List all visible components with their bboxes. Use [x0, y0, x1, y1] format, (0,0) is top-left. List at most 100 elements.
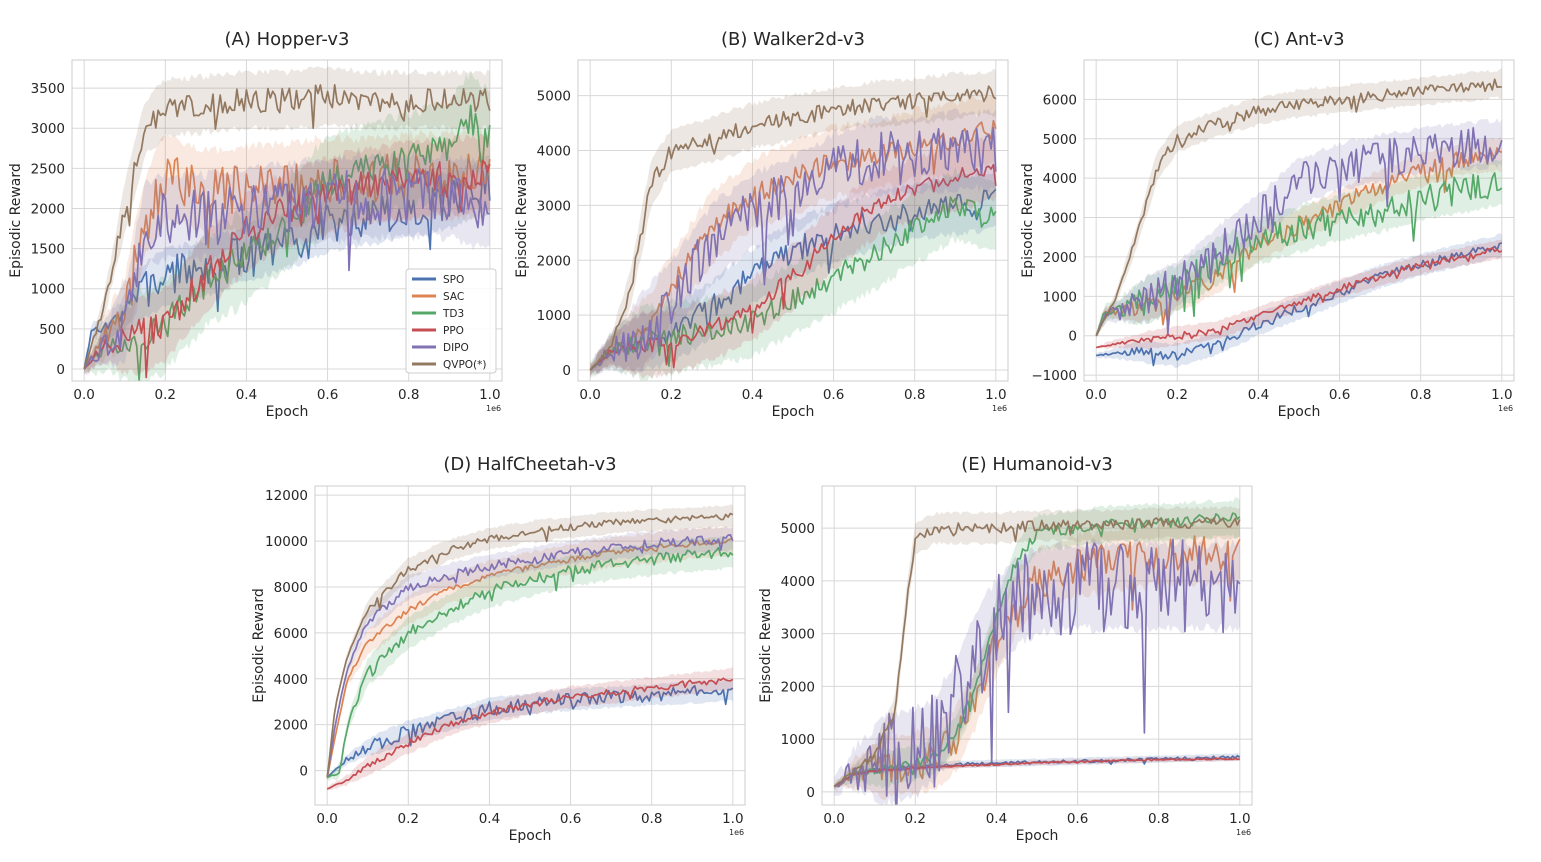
x-tick-label: 0.2 [398, 811, 419, 827]
x-tick-label: 0.6 [317, 387, 338, 403]
series-line-sac [1095, 146, 1503, 336]
legend: SPO SAC TD3 PPO DIPO QVPO(*) [405, 268, 497, 374]
y-tick-label: 0 [299, 764, 308, 780]
x-tick-label: 0.0 [316, 811, 337, 827]
x-tick-label: 0.2 [905, 811, 926, 827]
x-tick-label: 0.2 [661, 387, 682, 403]
x-tick-label: 0.6 [1329, 387, 1350, 403]
plot-frame [577, 59, 1009, 382]
y-tick-label: 2500 [31, 161, 65, 177]
x-tick-label: 0.6 [1067, 811, 1088, 827]
x-scale-label: 1e6 [729, 828, 744, 837]
plot-frame [71, 59, 503, 382]
grid [72, 60, 502, 381]
plot-frame [314, 485, 746, 806]
x-tick-label: 0.2 [155, 387, 176, 403]
x-tick-label: 0.0 [73, 387, 94, 403]
band-qvpo [84, 66, 490, 370]
y-tick-label: 5000 [537, 89, 571, 105]
series-line-ppo [83, 159, 491, 379]
y-tick-label: 6000 [1043, 92, 1077, 108]
x-tick-label: 0.8 [904, 387, 925, 403]
band-dipo [327, 526, 733, 779]
y-tick-label: 1000 [781, 732, 815, 748]
x-axis-label: Epoch [509, 828, 552, 844]
y-tick-label: 0 [806, 785, 815, 801]
y-tick-label: 3000 [31, 121, 65, 137]
series-line-qvpo [589, 85, 997, 371]
x-tick-label: 0.4 [479, 811, 500, 827]
x-scale-label: 1e6 [486, 404, 501, 413]
y-tick-label: 3000 [537, 198, 571, 214]
x-tick-label: 0.2 [1167, 387, 1188, 403]
series-line-ppo [326, 677, 734, 790]
x-tick-label: 0.6 [560, 811, 581, 827]
series-group [326, 504, 734, 791]
panel-halfcheetah: 0.0 0.2 0.4 0.6 0.8 1.0 0 2000 4000 6000 8000 10000… [251, 454, 746, 844]
band-qvpo [590, 69, 996, 374]
y-tick-label: 1000 [1043, 289, 1077, 305]
x-axis-label: Epoch [266, 404, 309, 420]
series-line-qvpo [833, 516, 1241, 788]
plot-frame [1083, 59, 1515, 382]
series-line-dipo [326, 534, 734, 778]
y-tick-label: 4000 [274, 672, 308, 688]
band-sac [590, 93, 996, 379]
y-axis-label: Episodic Reward [8, 163, 24, 278]
plot-title: (C) Ant-v3 [1253, 29, 1344, 50]
x-tick-label: 0.0 [1085, 387, 1106, 403]
x-scale-label: 1e6 [1236, 828, 1251, 837]
series-line-spo [326, 684, 734, 779]
y-tick-label: 3000 [781, 627, 815, 643]
x-tick-label: 0.4 [1248, 387, 1269, 403]
series-line-ppo [589, 163, 997, 371]
x-tick-label: 0.4 [986, 811, 1007, 827]
y-axis-label: Episodic Reward [758, 588, 774, 703]
x-axis-label: Epoch [1016, 828, 1059, 844]
band-ppo [1096, 239, 1502, 350]
band-qvpo [834, 505, 1240, 790]
y-tick-label: −1000 [1031, 368, 1077, 384]
series-group [1095, 68, 1503, 368]
y-tick-label: 12000 [265, 488, 308, 504]
band-dipo [590, 108, 996, 378]
plot-title: (E) Humanoid-v3 [961, 454, 1113, 475]
y-tick-label: 1000 [537, 308, 571, 324]
band-td3 [327, 535, 733, 781]
y-tick-label: 3500 [31, 81, 65, 97]
y-tick-label: 10000 [265, 534, 308, 550]
band-spo [327, 679, 733, 780]
y-axis-label: Episodic Reward [514, 163, 530, 278]
series-line-sac [589, 119, 997, 371]
y-tick-label: 4000 [781, 574, 815, 590]
y-tick-label: 2000 [274, 718, 308, 734]
y-axis-label: Episodic Reward [1020, 163, 1036, 278]
y-tick-label: 3000 [1043, 211, 1077, 227]
x-tick-label: 1.0 [722, 811, 743, 827]
y-tick-label: 2000 [31, 201, 65, 217]
series-line-td3 [326, 546, 734, 779]
y-tick-label: 500 [39, 322, 65, 338]
plot-frame [821, 485, 1253, 806]
y-tick-label: 4000 [1043, 171, 1077, 187]
band-qvpo [1096, 68, 1502, 340]
x-tick-label: 1.0 [1491, 387, 1512, 403]
y-tick-label: 8000 [274, 580, 308, 596]
x-tick-label: 1.0 [985, 387, 1006, 403]
series-line-qvpo [83, 84, 491, 370]
series-line-sac [326, 537, 733, 778]
band-td3 [590, 166, 996, 381]
x-tick-label: 0.8 [1148, 811, 1169, 827]
x-tick-label: 0.8 [641, 811, 662, 827]
series-line-spo [83, 165, 491, 370]
panel-ant: 0.0 0.2 0.4 0.6 0.8 1.0 −1000 0 1000 2000 3000 4000… [1020, 29, 1515, 420]
y-tick-label: 2000 [781, 679, 815, 695]
series-group [833, 497, 1241, 805]
panel-walker2d: 0.0 0.2 0.4 0.6 0.8 1.0 0 1000 2000 3000 4000 5000 1… [514, 29, 1009, 420]
series-line-dipo [589, 126, 997, 371]
series-line-ppo [1096, 247, 1503, 349]
series-line-dipo [833, 538, 1241, 805]
x-tick-label: 0.8 [1410, 387, 1431, 403]
panel-hopper: 0.0 0.2 0.4 0.6 0.8 1.0 0 500 1000 1500 2000 2500 30… [8, 29, 503, 420]
